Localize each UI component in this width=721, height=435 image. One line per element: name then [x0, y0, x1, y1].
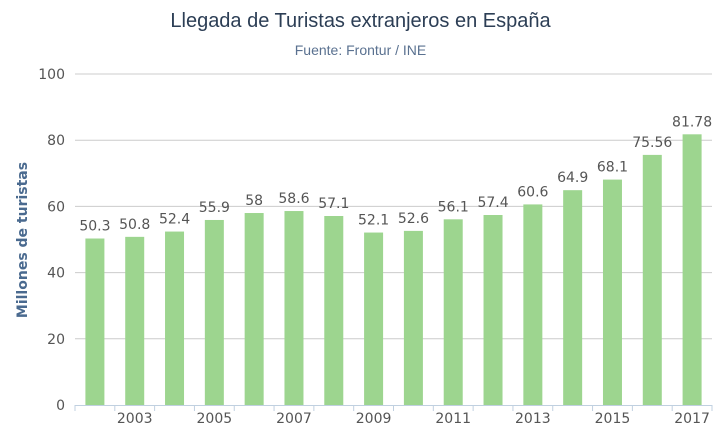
bar-2009 [364, 232, 384, 405]
data-label: 57.1 [318, 196, 349, 212]
x-tick-label: 2007 [276, 411, 312, 427]
chart-title: Llegada de Turistas extranjeros en Españ… [170, 10, 551, 32]
bar-2006 [244, 213, 264, 405]
data-label: 60.6 [517, 184, 548, 200]
data-label: 58.6 [278, 191, 309, 207]
y-tick-label: 40 [47, 266, 65, 282]
x-tick-label: 2015 [595, 411, 631, 427]
data-label: 50.3 [79, 219, 110, 235]
x-tick-label: 2003 [117, 411, 153, 427]
bar-2008 [324, 215, 344, 405]
data-label: 55.9 [199, 200, 230, 216]
data-label: 68.1 [597, 160, 628, 176]
bar-2002 [85, 238, 105, 405]
y-tick-label: 80 [47, 133, 65, 149]
y-axis-label: Millones de turistas [15, 162, 31, 318]
x-tick-label: 2005 [197, 411, 233, 427]
data-label: 75.56 [632, 135, 672, 151]
data-labels: 50.3 50.8 52.4 55.9 58 58.6 57.1 52.1 52.6 56.1 57… [79, 114, 712, 234]
y-tick-label: 60 [47, 199, 65, 215]
y-tick-label: 0 [56, 398, 65, 414]
bar-2003 [125, 236, 145, 405]
bar-2016 [642, 154, 662, 405]
bar-2014 [563, 190, 583, 405]
x-tick-label: 2009 [356, 411, 392, 427]
x-tick-label: 2017 [674, 411, 710, 427]
data-label: 52.1 [358, 213, 389, 229]
y-axis-ticks: 0 20 40 60 80 100 [38, 67, 65, 414]
x-tick-label: 2013 [515, 411, 551, 427]
bar-2011 [443, 219, 463, 405]
data-label: 52.6 [398, 211, 429, 227]
data-label: 64.9 [557, 170, 588, 186]
chart-subtitle: Fuente: Frontur / INE [294, 42, 427, 58]
bars [85, 134, 702, 405]
x-tick-label: 2011 [435, 411, 471, 427]
data-label: 50.8 [119, 217, 150, 233]
x-axis: 2003 2005 2007 2009 2011 2013 2015 2017 [74, 405, 713, 427]
bar-2012 [483, 215, 503, 405]
bar-2015 [602, 179, 622, 405]
data-label: 57.4 [477, 195, 508, 211]
bar-2013 [523, 204, 543, 405]
y-tick-label: 100 [38, 67, 65, 83]
bar-2004 [165, 231, 185, 405]
data-label: 52.4 [159, 212, 190, 228]
data-label: 58 [245, 193, 263, 209]
data-label: 56.1 [438, 199, 469, 215]
bar-2005 [204, 219, 224, 405]
bar-2007 [284, 211, 304, 405]
bar-2017 [682, 134, 702, 405]
data-label: 81.78 [672, 114, 712, 130]
bar-2010 [403, 230, 423, 405]
y-tick-label: 20 [47, 332, 65, 348]
